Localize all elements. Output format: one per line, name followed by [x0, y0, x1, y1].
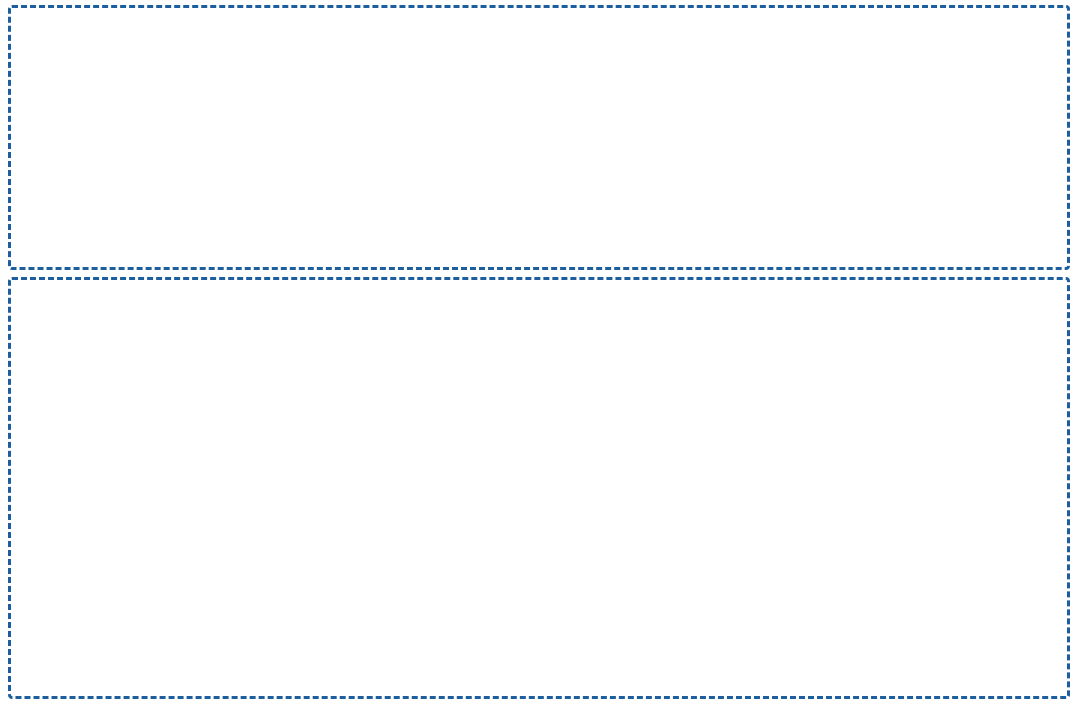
top-charts-svg: [11, 8, 1065, 265]
panel-bottom-network-sunburst: [8, 277, 1070, 699]
panel-top-composition: [8, 5, 1070, 270]
bottom-charts-svg: [11, 280, 1065, 694]
